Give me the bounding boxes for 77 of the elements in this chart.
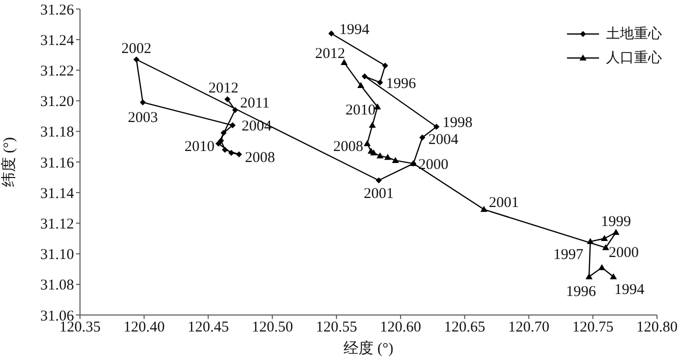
legend-label: 人口重心 [606, 49, 662, 67]
point [328, 30, 334, 36]
y-axis-title: 纬度 (°) [0, 137, 18, 187]
annotation: 2000 [418, 156, 448, 173]
point [612, 228, 620, 235]
point [600, 235, 608, 241]
point [586, 238, 594, 244]
point [230, 122, 236, 128]
annotation: 1994 [339, 22, 370, 38]
y-tick-label: 31.18 [40, 124, 74, 141]
annotation: 2000 [608, 245, 639, 262]
annotation: 2008 [333, 139, 364, 156]
annotation: 2004 [428, 132, 459, 148]
point [382, 62, 388, 69]
legend-label: 土地重心 [606, 25, 662, 43]
point [586, 273, 593, 280]
y-tick-label: 31.10 [40, 247, 74, 264]
annotation: 2011 [240, 95, 270, 112]
x-tick-label: 120.60 [380, 320, 422, 336]
y-tick-label: 31.14 [40, 186, 74, 202]
x-tick-label: 120.45 [188, 320, 229, 336]
point [236, 151, 242, 158]
annotation: 2012 [315, 46, 346, 62]
y-tick-label: 31.16 [40, 155, 74, 172]
annotation: 2010 [184, 139, 214, 156]
point [376, 152, 384, 158]
point [610, 273, 617, 280]
x-axis-title: 经度 (°) [344, 340, 394, 357]
point [364, 140, 371, 146]
x-tick-label: 120.50 [252, 320, 293, 336]
point [392, 156, 399, 163]
x-tick-label: 120.40 [123, 320, 165, 336]
annotation: 1997 [553, 246, 584, 263]
y-tick-label: 31.22 [40, 64, 74, 80]
point [384, 154, 392, 160]
y-tick-label: 31.26 [40, 2, 74, 18]
point [224, 96, 230, 102]
x-tick-label: 120.55 [316, 320, 358, 336]
annotation: 2010 [345, 102, 376, 118]
annotation: 1999 [600, 214, 631, 230]
point [376, 177, 382, 184]
point [222, 146, 228, 153]
x-tick-label: 120.70 [508, 320, 550, 336]
annotation: 2002 [121, 40, 152, 57]
annotation: 1998 [442, 115, 472, 132]
y-tick-label: 31.08 [40, 278, 74, 294]
point [377, 79, 384, 86]
point [140, 99, 146, 106]
point [220, 130, 227, 136]
annotation: 1994 [614, 282, 645, 298]
point [362, 73, 368, 80]
point [340, 59, 348, 66]
y-tick-label: 31.20 [40, 94, 74, 110]
point [602, 244, 610, 250]
annotation: 1996 [386, 76, 417, 92]
point [215, 140, 222, 147]
x-tick-label: 120.80 [636, 320, 678, 336]
annotation: 2012 [208, 80, 238, 97]
point [480, 206, 488, 212]
annotation: 2001 [488, 194, 519, 211]
point [419, 134, 426, 141]
point [232, 106, 238, 113]
point [598, 264, 606, 270]
point [357, 82, 364, 88]
x-tick-label: 120.65 [444, 320, 486, 336]
x-tick-label: 120.75 [572, 320, 614, 336]
point [218, 138, 224, 144]
y-tick-label: 31.24 [40, 32, 74, 49]
annotation: 1996 [566, 284, 597, 300]
annotation: 2004 [242, 118, 272, 135]
annotation: 2003 [128, 110, 158, 126]
annotation: 2001 [364, 186, 394, 202]
annotation: 2008 [244, 150, 275, 166]
point [368, 122, 376, 128]
point [433, 124, 440, 130]
point [133, 56, 140, 62]
y-tick-label: 31.12 [40, 216, 74, 233]
